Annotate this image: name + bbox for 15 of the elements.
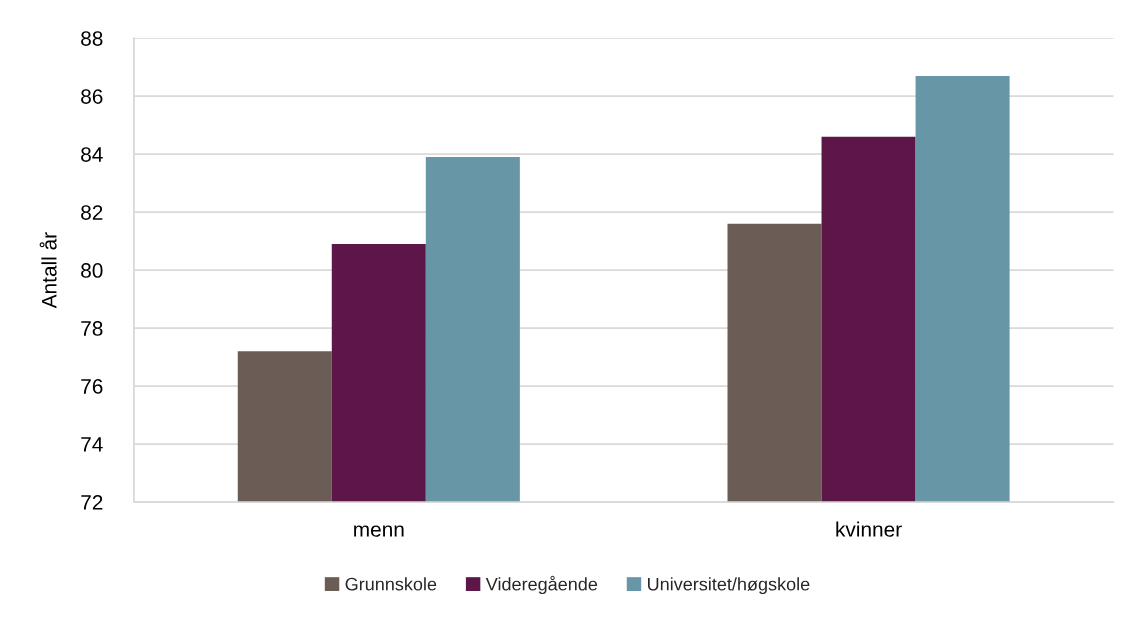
y-tick-label: 78 [81,321,103,336]
y-tick-label: 72 [81,495,103,510]
legend-label: Universitet/høgskole [648,577,810,595]
y-tick-label: 82 [81,205,103,220]
y-tick-label: 74 [81,437,103,452]
y-tick-label: 76 [81,379,103,394]
y-tick-label: 88 [81,31,103,46]
y-tick-label: 84 [81,147,103,162]
y-axis-title: Antall år [39,232,57,309]
legend-label: Grunnskole [345,577,437,591]
x-tick-label: menn [354,525,404,537]
y-tick-label: 86 [81,89,103,104]
legend-label: Videregående [485,575,598,595]
y-tick-label: 80 [81,263,103,278]
x-tick-label: kvinner [836,521,902,537]
